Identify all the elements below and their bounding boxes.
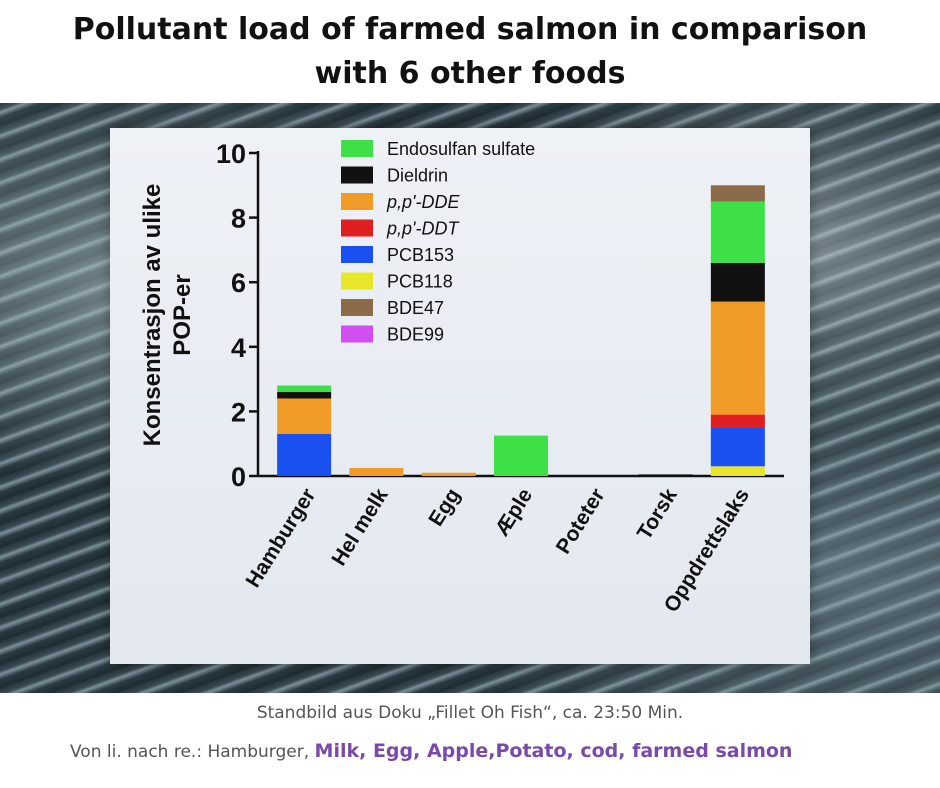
- y-tick-label: 0: [231, 462, 246, 492]
- caption-line-2-translation: Milk, Egg, Apple,Potato, cod, farmed sal…: [314, 740, 793, 762]
- bar-segment: [710, 262, 765, 302]
- bar-segment: [638, 474, 693, 476]
- bar-segment: [710, 201, 765, 263]
- legend-swatch: [341, 140, 373, 157]
- legend-label: Dieldrin: [387, 166, 448, 186]
- title-line-1: Pollutant load of farmed salmon in compa…: [72, 12, 868, 47]
- caption-line-2-prefix: Von li. nach re.: Hamburger,: [70, 742, 315, 762]
- legend-swatch: [341, 246, 373, 263]
- y-tick-label: 4: [231, 333, 246, 363]
- bar-segment: [710, 466, 765, 476]
- title-line-2: with 6 other foods: [314, 56, 626, 91]
- x-tick-label: Poteter: [552, 484, 610, 558]
- caption-line-1: Standbild aus Doku „Fillet Oh Fish“, ca.…: [256, 703, 684, 723]
- legend-swatch: [341, 299, 373, 316]
- y-tick-label: 2: [231, 397, 246, 427]
- bar-segment: [277, 392, 332, 399]
- bar-segment: [349, 467, 404, 476]
- chart-panel: 0 2 4 6 8 10 Konsentrasjon av ulike POP-er Hambu…: [110, 128, 810, 664]
- y-tick-label: 10: [216, 139, 246, 169]
- y-tick-label: 8: [231, 204, 246, 234]
- caption-line-2: Von li. nach re.: Hamburger, Milk, Egg, …: [70, 740, 792, 762]
- legend-swatch: [341, 193, 373, 210]
- y-axis-label: Konsentrasjon av ulike POP-er: [139, 184, 196, 447]
- legend-label: p,p'-DDT: [386, 219, 460, 239]
- stacked-bar-chart: 0 2 4 6 8 10 Konsentrasjon av ulike POP-er Hambu…: [139, 139, 784, 616]
- bar-segment: [421, 472, 476, 476]
- legend-label: BDE47: [387, 298, 444, 318]
- x-tick-label: Torsk: [633, 484, 682, 544]
- x-tick-label: Hel melk: [327, 484, 392, 570]
- bar-segment: [277, 398, 332, 435]
- legend-label: PCB153: [387, 245, 454, 265]
- bar-segment: [494, 435, 548, 476]
- bar-segment: [277, 434, 332, 476]
- x-tick-label: Egg: [424, 484, 465, 530]
- y-tick-label: 6: [231, 268, 246, 298]
- legend-label: Endosulfan sulfate: [387, 139, 535, 159]
- legend-label: BDE99: [387, 325, 444, 345]
- bar-segment: [710, 414, 765, 428]
- bar-segment: [277, 385, 332, 393]
- x-tick-label: Hamburger: [242, 484, 321, 591]
- legend-label: PCB118: [387, 272, 453, 292]
- legend-swatch: [341, 166, 373, 184]
- y-axis-label-line: POP-er: [169, 274, 196, 355]
- x-tick-label: Æple: [491, 484, 538, 540]
- y-axis-label-line: Konsentrasjon av ulike: [139, 184, 166, 447]
- legend-swatch: [341, 272, 373, 290]
- caption-area: Standbild aus Doku „Fillet Oh Fish“, ca.…: [0, 693, 940, 788]
- legend-swatch: [341, 219, 373, 237]
- bar-segment: [710, 427, 765, 467]
- page-title: Pollutant load of farmed salmon in compa…: [0, 8, 940, 96]
- legend-swatch: [341, 325, 373, 343]
- bar-segment: [710, 185, 765, 202]
- legend-label: p,p'-DDE: [386, 192, 460, 212]
- bar-segment: [710, 301, 765, 415]
